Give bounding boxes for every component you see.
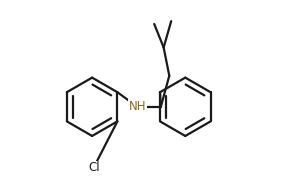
Text: Cl: Cl xyxy=(88,161,100,174)
Text: NH: NH xyxy=(129,100,146,113)
